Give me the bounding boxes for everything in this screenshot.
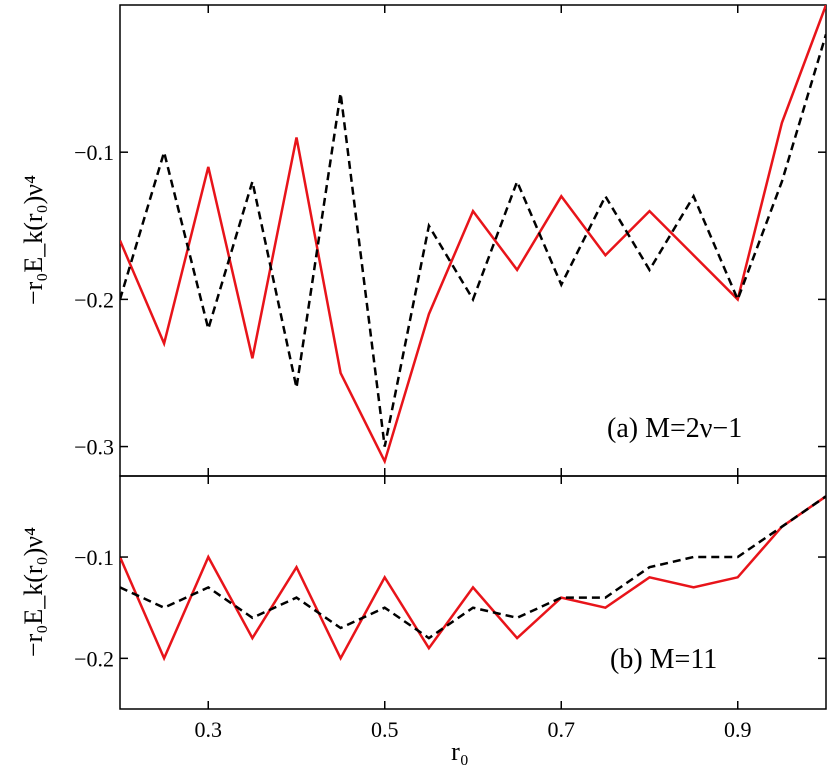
bottom-plot-frame <box>119 475 827 710</box>
x-axis-label: r₀ <box>451 737 469 766</box>
bottom-y-axis: −0.1 −0.2 <box>74 545 826 671</box>
bottom-x-tick-label: 0.5 <box>371 717 399 742</box>
top-y-axis: −0.1 −0.2 −0.3 <box>74 140 826 460</box>
bottom-panel-annotation: (b) M=11 <box>610 644 717 675</box>
top-series-dashed-line <box>120 34 826 447</box>
bottom-series-dashed-line <box>120 495 826 640</box>
top-y-tick-label: −0.2 <box>74 287 114 312</box>
top-panel-annotation: (a) M=2ν−1 <box>607 413 742 444</box>
bottom-x-tick-label: 0.9 <box>724 717 752 742</box>
bottom-x-tick-label: 0.7 <box>548 717 576 742</box>
bottom-panel-series <box>120 495 826 662</box>
bottom-x-tick-label: 0.3 <box>195 717 223 742</box>
bottom-series-solid-line <box>120 495 826 662</box>
top-y-axis-label: −r₀E_k(r₀)ν⁴ <box>19 175 48 305</box>
top-series-solid-line <box>120 5 826 465</box>
bottom-y-tick-label: −0.2 <box>74 646 114 671</box>
top-panel-series <box>120 5 826 465</box>
top-y-tick-label: −0.1 <box>74 140 114 165</box>
top-y-tick-label: −0.3 <box>74 435 114 460</box>
bottom-y-tick-label: −0.1 <box>74 545 114 570</box>
bottom-y-axis-label: −r₀E_k(r₀)ν⁴ <box>19 527 48 657</box>
bottom-x-axis: 0.3 0.5 0.7 0.9 <box>195 476 752 742</box>
